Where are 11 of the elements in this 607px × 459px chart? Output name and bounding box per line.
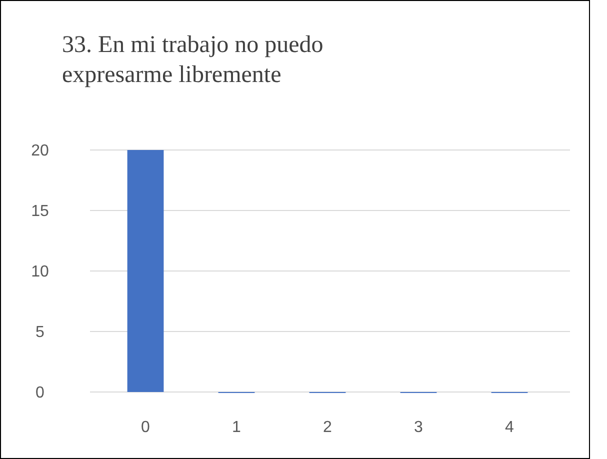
y-tick-label: 10 — [31, 264, 49, 281]
y-tick-label: 0 — [36, 384, 45, 402]
y-tick-label: 20 — [31, 142, 49, 160]
x-tick-label: 0 — [141, 419, 150, 436]
y-tick-label: 5 — [36, 324, 45, 342]
x-tick-label: 2 — [323, 419, 332, 436]
x-tick-label: 3 — [414, 419, 424, 436]
y-tick-label: 15 — [31, 203, 49, 220]
x-tick-label: 4 — [505, 419, 514, 436]
x-tick-label: 1 — [232, 419, 242, 436]
chart-title: 33. En mi trabajo no puedo expresarme libremente — [62, 32, 324, 88]
